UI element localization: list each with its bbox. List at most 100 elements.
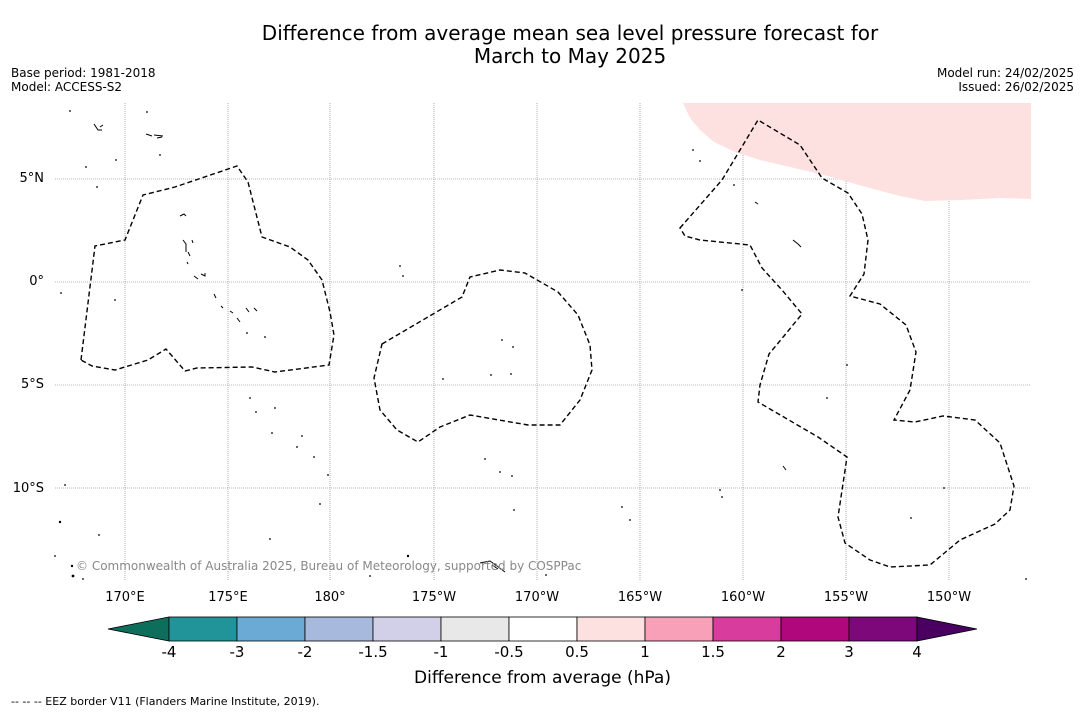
colorbar-bin [440,616,510,642]
colorbar-bin [236,616,306,642]
island-dots [54,110,1027,580]
island-dot [71,574,75,578]
island-dot [692,149,694,151]
island-dot [699,160,701,162]
island-dot [910,517,912,519]
island-dot [269,538,271,540]
colorbar-tick: -4 [161,643,177,661]
island-dot [301,435,303,437]
title-line-1: Difference from average mean sea level p… [261,21,879,45]
meta-right: Model run: 24/02/2025 Issued: 26/02/2025 [937,66,1074,94]
island-dot [499,471,501,473]
island-dot [1025,578,1027,580]
lon-label-170w: 170°W [514,590,560,605]
colorbar-bin [848,616,918,642]
island-dot [399,265,401,267]
chart-title: Difference from average mean sea level p… [0,22,1085,68]
model-name: Model: ACCESS-S2 [11,80,123,94]
lon-label-180: 180° [314,590,346,605]
island-dot [313,456,315,458]
island-dot [319,503,321,505]
island-dot [442,378,444,380]
meta-left: Base period: 1981-2018 Model: ACCESS-S2 [11,66,156,94]
island-dot [629,519,631,521]
colorbar-bin [576,616,646,642]
island-dot [501,339,503,341]
island-dot [249,397,251,399]
island-outline [93,123,104,131]
island-dot [98,534,100,536]
colorbar-tick: 1 [640,643,650,661]
island-dot [402,275,404,277]
island-outline [213,293,258,323]
issued-date: Issued: 26/02/2025 [958,80,1074,94]
island-dot [846,364,848,366]
island-dot [70,564,74,568]
colorbar-bin [644,616,714,642]
eez-border-west [80,165,335,373]
model-run: Model run: 24/02/2025 [936,66,1074,80]
lon-label-160w: 160°W [720,590,766,605]
colorbar-bin [712,616,782,642]
base-period: Base period: 1981-2018 [11,66,156,80]
colorbar-tick: 2 [776,643,786,661]
island-dot [146,111,148,113]
colorbar-bin [372,616,442,642]
island-dot [246,332,248,334]
island-dot [159,154,161,156]
lat-label-10s: 10°S [12,481,44,496]
island-outlines [93,123,802,573]
colorbar-tick: -1.5 [358,643,388,661]
lat-label-0: 0° [29,274,44,289]
lon-label-175w: 175°W [411,590,457,605]
island-dot [296,446,298,448]
colorbar-under-triangle [107,616,170,642]
island-dot [96,186,98,188]
island-dot [85,166,87,168]
lat-label-5n: 5°N [19,171,45,186]
eez-borders [80,119,1015,568]
lon-label-175e: 175°E [208,590,248,605]
island-outline [479,560,506,573]
island-dot [264,336,266,338]
colorbar-over-triangle [916,616,978,642]
island-dot [719,489,721,491]
island-dot [274,407,276,409]
island-dot [512,346,514,348]
island-dot [513,509,515,511]
island-dot [327,474,329,476]
island-dot [733,184,735,186]
title-line-2: March to May 2025 [473,44,667,68]
copyright-notice: © Commonwealth of Australia 2025, Bureau… [76,559,582,573]
colorbar-tick: 3 [844,643,854,661]
island-dot [60,292,62,294]
island-dot [943,487,945,489]
eez-footnote: -- -- -- EEZ border V11 (Flanders Marine… [11,695,320,708]
island-dot [826,397,828,399]
eez-border-central [373,269,593,443]
island-dot [484,458,486,460]
lon-label-155w: 155°W [823,590,869,605]
colorbar-tick: 1.5 [701,643,725,661]
gridlines [55,103,1031,580]
colorbar-bin [168,616,238,642]
island-dot [54,555,56,557]
island-outline [182,239,194,265]
colorbar-tick: -2 [297,643,313,661]
colorbar [107,616,978,642]
lon-label-165w: 165°W [617,590,663,605]
island-dot [64,484,66,486]
lat-label-5s: 5°S [20,377,44,392]
island-dot [621,506,623,508]
island-dot [255,411,257,413]
island-dot [511,475,513,477]
colorbar-tick: 0.5 [565,643,589,661]
island-outline [193,273,206,280]
island-dot [406,554,410,558]
island-dot [69,110,71,112]
colorbar-tick: 4 [912,643,922,661]
island-dot [82,578,84,580]
island-dot [721,496,723,498]
island-dot [271,432,273,434]
